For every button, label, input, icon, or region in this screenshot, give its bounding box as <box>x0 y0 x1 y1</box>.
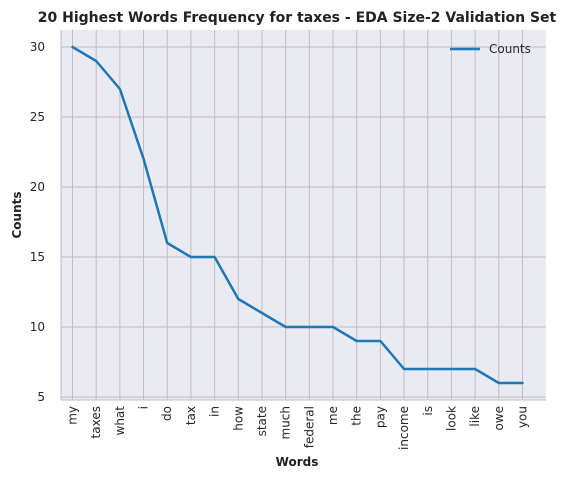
x-tick-label: owe <box>492 406 506 431</box>
x-tick-labels: my taxes what i do tax in how state much federal me… <box>66 406 530 450</box>
x-tick-label: what <box>113 406 127 436</box>
chart-title: 20 Highest Words Frequency for taxes - E… <box>38 10 557 26</box>
x-tick-label: like <box>468 406 482 427</box>
x-tick-label: is <box>421 406 435 416</box>
y-tick-label: 30 <box>30 40 45 54</box>
legend: Counts <box>450 42 531 56</box>
y-tick-label: 25 <box>30 110 45 124</box>
x-tick-label: state <box>255 406 269 436</box>
x-tick-label: my <box>66 406 80 425</box>
axes-frame <box>60 30 546 401</box>
x-tick-label: look <box>444 406 458 431</box>
x-tick-label: taxes <box>89 406 103 438</box>
y-tick-labels: 5 10 15 20 25 30 <box>30 40 45 404</box>
x-tick-label: much <box>279 406 293 440</box>
x-tick-label: me <box>326 406 340 425</box>
y-tick-label: 20 <box>30 180 45 194</box>
y-tick-label: 15 <box>30 250 45 264</box>
x-tick-label: in <box>208 406 222 417</box>
legend-label: Counts <box>489 42 531 56</box>
x-tick-label: the <box>350 406 364 426</box>
x-tick-label: do <box>160 406 174 421</box>
y-tick-label: 5 <box>37 390 45 404</box>
vertical-gridlines <box>72 30 523 400</box>
x-tick-label: tax <box>184 406 198 425</box>
x-tick-label: you <box>516 406 530 428</box>
y-axis-label: Counts <box>10 191 24 238</box>
y-tick-label: 10 <box>30 320 45 334</box>
series-line <box>71 45 524 385</box>
series-group <box>71 45 524 385</box>
x-tick-label: i <box>137 406 151 409</box>
x-tick-label: how <box>231 406 245 431</box>
x-axis-label: Words <box>276 455 319 469</box>
x-tick-label: income <box>397 406 411 450</box>
x-tick-label: federal <box>302 406 316 448</box>
plot-area <box>61 30 546 400</box>
x-tick-label: pay <box>373 406 387 428</box>
